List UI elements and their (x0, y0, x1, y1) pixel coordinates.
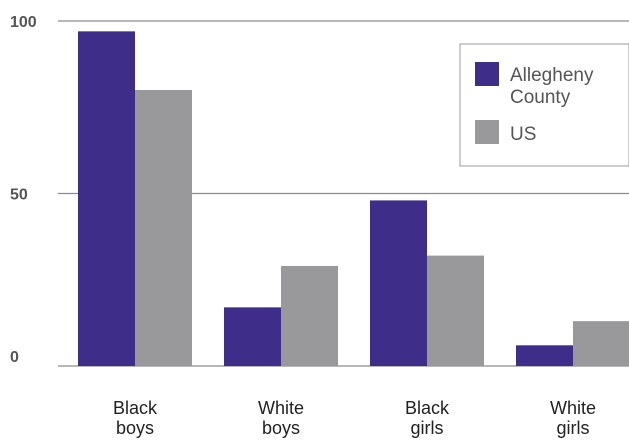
legend-swatch-allegheny-county (475, 62, 499, 86)
x-tick-label-black-girls-line-1: Black (405, 398, 450, 418)
bars (78, 31, 629, 366)
legend-swatch-us (475, 120, 499, 144)
x-tick-label-white-boys-line-1: White (258, 398, 304, 418)
x-tick-label-black-girls-line-2: girls (410, 418, 443, 438)
x-tick-label-white-boys-line-2: boys (262, 418, 300, 438)
bar-us-black-boys (135, 90, 192, 366)
legend-label-allegheny-county-line-1: Allegheny (510, 65, 594, 86)
bar-us-white-girls (573, 321, 629, 366)
bar-allegheny-county-black-boys (78, 31, 135, 366)
bar-allegheny-county-black-girls (370, 200, 427, 366)
y-tick-label-0: 0 (10, 349, 19, 366)
y-tick-label-100: 100 (10, 14, 37, 31)
bar-allegheny-county-white-boys (224, 307, 281, 366)
legend-label-allegheny-county-line-2: County (510, 87, 571, 108)
x-tick-label-black-boys-line-1: Black (113, 398, 158, 418)
bar-us-black-girls (427, 255, 484, 366)
bar-allegheny-county-white-girls (516, 345, 573, 366)
y-tick-label-50: 50 (10, 187, 28, 204)
x-tick-label-white-girls-line-2: girls (556, 418, 589, 438)
y-axis-tick-labels: 0 50 100 (10, 14, 37, 366)
bar-us-white-boys (281, 265, 338, 366)
x-tick-label-white-girls-line-1: White (550, 398, 596, 418)
x-tick-label-black-boys-line-2: boys (116, 418, 154, 438)
legend-label-us-line-1: US (510, 124, 536, 145)
